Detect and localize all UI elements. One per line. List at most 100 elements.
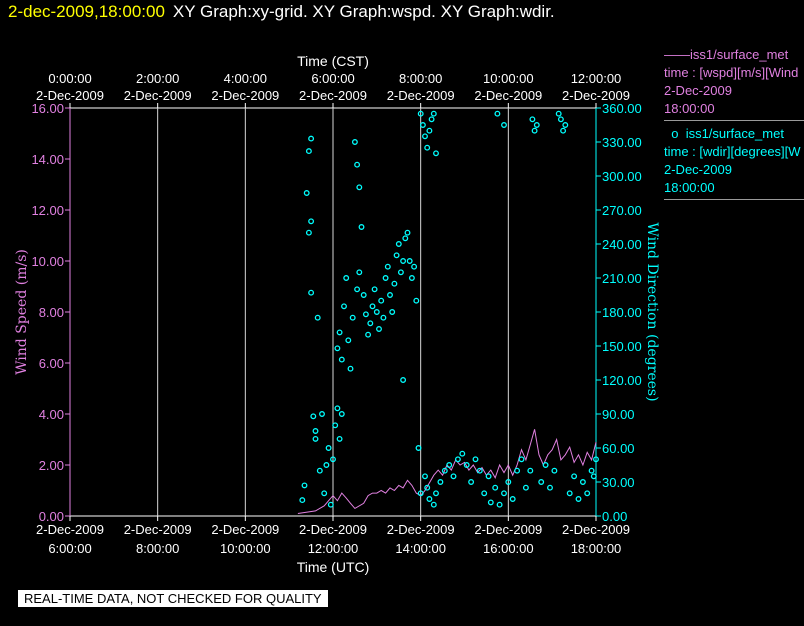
right-axis: 0.00 30.00 60.00 90.00 120.00 150.00 180.00 210…: [595, 101, 642, 524]
right-tick-label: 300.00: [602, 169, 642, 184]
wind-direction-point: [354, 286, 361, 293]
wind-direction-point: [312, 435, 319, 442]
wind-direction-point: [338, 356, 345, 363]
wind-direction-point: [529, 116, 536, 123]
wind-direction-point: [411, 263, 418, 270]
bottom-tick-time: 8:00:00: [136, 541, 179, 556]
wind-direction-point: [400, 258, 407, 264]
bottom-tick-date: 2-Dec-2009: [474, 522, 542, 537]
top-tick-time: 2:00:00: [136, 71, 179, 86]
wind-direction-point: [384, 263, 391, 270]
bottom-tick-time: 14:00:00: [395, 541, 446, 556]
wind-direction-point: [336, 435, 343, 442]
top-tick-date: 2-Dec-2009: [124, 88, 192, 103]
wind-direction-point: [349, 314, 356, 321]
legend-wdir-line4: 18:00:00: [664, 180, 715, 195]
wind-direction-point: [376, 326, 382, 332]
wind-direction-point: [428, 116, 435, 123]
top-tick-date: 2-Dec-2009: [474, 88, 542, 103]
legend-entry-wdir: o iss1/surface_met time : [wdir][degrees…: [664, 125, 804, 200]
wind-direction-point: [336, 329, 343, 336]
wind-direction-point: [308, 218, 315, 225]
bottom-tick-date: 2-Dec-2009: [124, 522, 192, 537]
bottom-tick-time: 6:00:00: [48, 541, 91, 556]
top-tick-time: 4:00:00: [224, 71, 267, 86]
wind-direction-point: [397, 269, 404, 276]
wind-direction-point: [325, 445, 332, 451]
wind-direction-point: [369, 303, 376, 310]
wind-direction-point: [551, 467, 558, 474]
wind-direction-point: [299, 497, 306, 504]
legend-wspd-name: ——iss1/surface_met: [664, 47, 789, 62]
wind-direction-point: [314, 314, 321, 321]
wind-direction-point: [402, 235, 409, 242]
left-tick-label: 10.00: [31, 254, 64, 269]
header: 2-dec-2009,18:00:00 XY Graph:xy-grid. XY …: [8, 2, 555, 22]
right-tick-label: 210.00: [602, 271, 642, 286]
wind-direction-point: [433, 490, 439, 497]
wind-direction-point: [319, 411, 325, 417]
legend: ——iss1/surface_met time : [wspd][m/s][Wi…: [664, 46, 804, 204]
left-tick-label: 8.00: [39, 305, 64, 320]
series-wind-direction: [299, 110, 599, 508]
wind-direction-point: [354, 161, 361, 168]
top-tick-date: 2-Dec-2009: [299, 88, 367, 103]
right-tick-label: 30.00: [602, 475, 635, 490]
wind-direction-point: [415, 445, 422, 451]
wind-direction-point: [481, 490, 488, 497]
wind-direction-point: [362, 311, 369, 318]
top-tick-time: 8:00:00: [399, 71, 442, 86]
wind-direction-point: [472, 456, 479, 463]
right-tick-label: 330.00: [602, 135, 642, 150]
wind-direction-point: [547, 484, 553, 491]
wind-direction-point: [560, 127, 567, 134]
wind-direction-point: [422, 473, 428, 480]
legend-wdir-line3: 2-Dec-2009: [664, 162, 732, 177]
wind-direction-point: [316, 467, 323, 474]
wind-direction-point: [356, 184, 363, 191]
wind-direction-point: [382, 275, 389, 281]
wind-direction-point: [419, 122, 426, 128]
wind-direction-point: [417, 110, 424, 117]
wind-direction-point: [330, 456, 336, 463]
legend-wspd-line3: 2-Dec-2009: [664, 83, 732, 98]
wind-direction-point: [522, 484, 529, 491]
top-tick-date: 2-Dec-2009: [211, 88, 279, 103]
right-tick-label: 120.00: [602, 373, 642, 388]
wind-direction-point: [393, 252, 400, 259]
quality-disclaimer: REAL-TIME DATA, NOT CHECKED FOR QUALITY: [18, 590, 328, 607]
wind-speed-line: [297, 429, 597, 514]
wind-direction-point: [400, 377, 407, 383]
wind-direction-point: [343, 275, 350, 281]
wind-direction-point: [450, 473, 457, 480]
wind-direction-point: [446, 462, 453, 468]
wind-direction-point: [527, 467, 534, 474]
wind-direction-point: [380, 314, 387, 321]
bottom-tick-date: 2-Dec-2009: [387, 522, 455, 537]
wind-direction-point: [371, 286, 378, 293]
wind-direction-point: [590, 473, 597, 480]
wind-direction-point: [351, 139, 358, 145]
left-tick-label: 4.00: [39, 407, 64, 422]
wind-direction-point: [347, 365, 354, 372]
series-wind-speed: [297, 429, 597, 514]
wind-direction-point: [487, 499, 494, 506]
header-datetime: 2-dec-2009,18:00:00: [8, 2, 165, 21]
wind-direction-point: [501, 490, 507, 497]
wind-direction-point: [367, 320, 374, 327]
wind-direction-point: [584, 490, 591, 497]
wind-direction-point: [308, 135, 315, 142]
wind-direction-point: [496, 501, 503, 508]
wind-direction-point: [476, 467, 483, 474]
bottom-tick-date: 2-Dec-2009: [211, 522, 279, 537]
wind-direction-point: [424, 144, 431, 151]
wind-direction-point: [579, 479, 586, 485]
left-axis-label: Wind Speed (m/s): [14, 249, 30, 375]
top-tick-date: 2-Dec-2009: [387, 88, 455, 103]
legend-wspd-line4: 18:00:00: [664, 101, 715, 116]
left-axis: 0.00 2.00 4.00 6.00 8.00 10.00 12.00 14.00 16.00: [31, 101, 71, 524]
wind-direction-point: [373, 309, 380, 315]
left-tick-label: 0.00: [39, 509, 64, 524]
wind-direction-point: [332, 422, 339, 429]
legend-wdir-name: o iss1/surface_met: [664, 126, 784, 141]
